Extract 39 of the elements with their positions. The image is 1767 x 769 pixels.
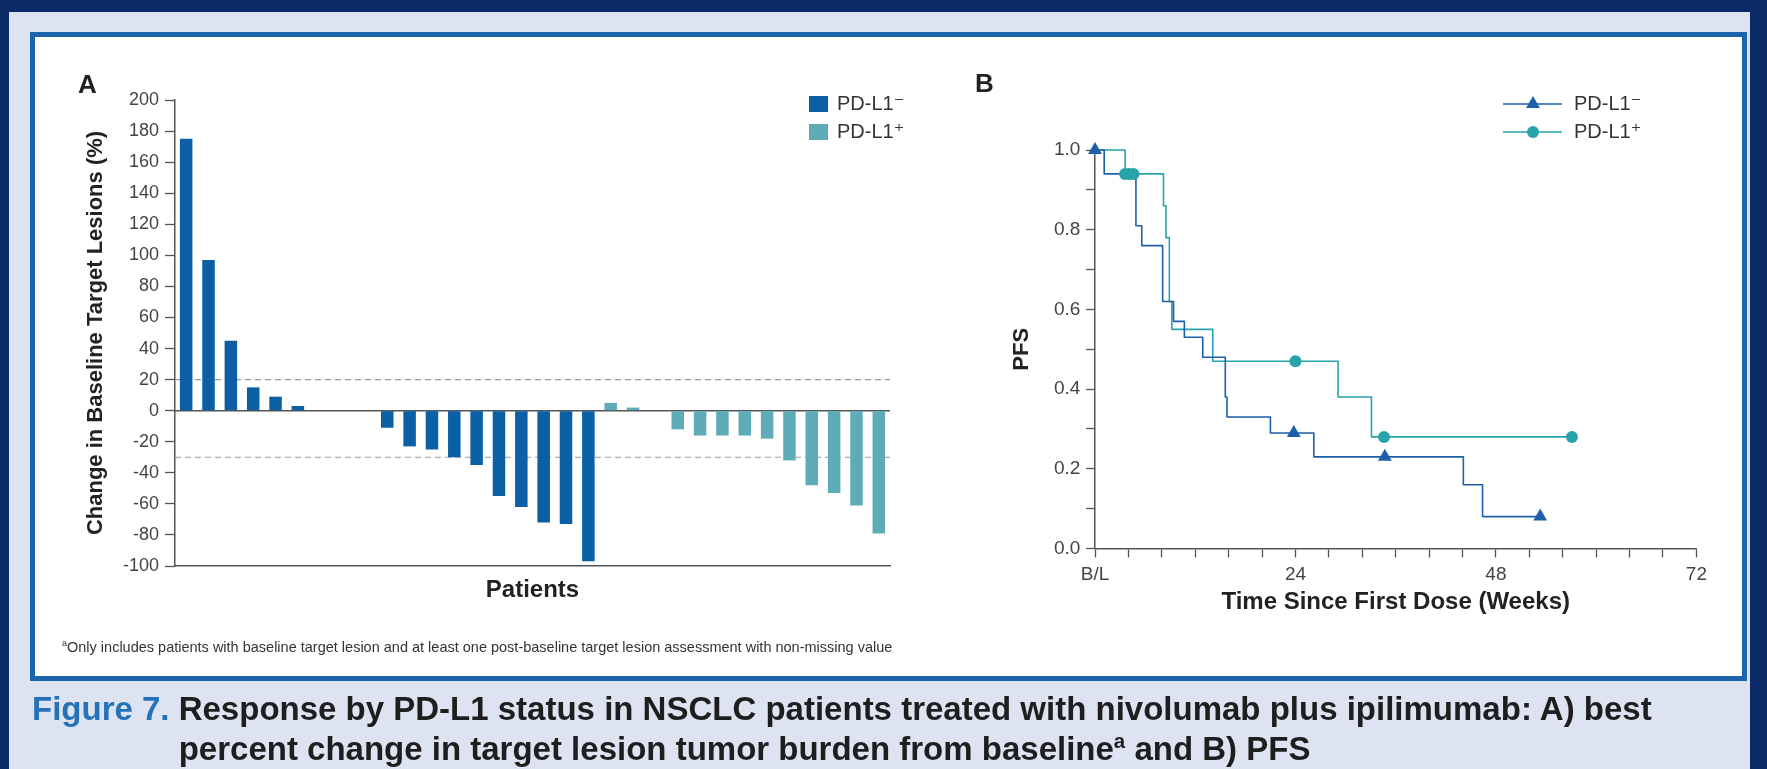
y-tick-label: 0.0 <box>1053 536 1081 558</box>
y-tick-label: 60 <box>138 306 159 327</box>
text: $^{a}$Only includes patients with baseline target lesion and at least one post-baseline target lesion assessment with non-missing value <box>62 638 893 656</box>
y-tick-label: 140 <box>128 182 159 203</box>
y-tick-label: -80 <box>132 523 159 544</box>
y-tick-label: 1.0 <box>1053 138 1081 160</box>
y-tick-label: -60 <box>132 492 159 513</box>
chart-title: A <box>78 69 97 99</box>
y-tick-label: 200 <box>128 88 159 109</box>
x-tick-label: B/L <box>1080 562 1110 584</box>
y-tick-label: 0.8 <box>1053 217 1081 239</box>
y-axis-title: Change in Baseline Target Lesions (%) <box>82 130 108 536</box>
y-tick-label: 160 <box>128 151 159 172</box>
legend-label: PD-L1⁻ <box>837 91 905 114</box>
y-tick-label: 100 <box>128 244 159 265</box>
text: Figure 7. <box>32 689 170 729</box>
text: Response by PD-L1 status in NSCLC patients treated with nivolumab plus ipilimumab: A) best percent change in target lesion tumor burden from baseline$^{a}$ and B) PFS <box>178 689 1653 769</box>
y-tick-label: 20 <box>138 368 159 389</box>
y-tick-label: -40 <box>132 461 159 482</box>
y-tick-label: 120 <box>128 213 159 234</box>
x-tick-label: 48 <box>1485 562 1507 584</box>
y-tick-label: -20 <box>132 430 159 451</box>
y-tick-label: 180 <box>128 120 159 141</box>
x-axis-title: Patients <box>485 574 580 602</box>
legend-label: PD-L1⁺ <box>837 119 905 142</box>
y-tick-label: 0.2 <box>1053 457 1081 479</box>
x-tick-label: 24 <box>1284 562 1307 584</box>
x-axis-title: Time Since First Dose (Weeks) <box>1221 586 1570 614</box>
chart-title: B <box>975 68 994 98</box>
y-tick-label: 40 <box>138 337 159 358</box>
y-tick-label: 0.4 <box>1053 377 1081 399</box>
y-tick-label: -100 <box>122 554 159 575</box>
legend-label: PD-L1⁻ <box>1574 91 1642 114</box>
legend-label: PD-L1⁺ <box>1574 119 1642 142</box>
y-tick-label: 0 <box>148 399 159 420</box>
x-tick-label: 72 <box>1685 562 1707 584</box>
y-tick-label: 0.6 <box>1053 297 1081 319</box>
y-axis-title: PFS <box>1008 327 1034 371</box>
y-tick-label: 80 <box>138 275 159 296</box>
